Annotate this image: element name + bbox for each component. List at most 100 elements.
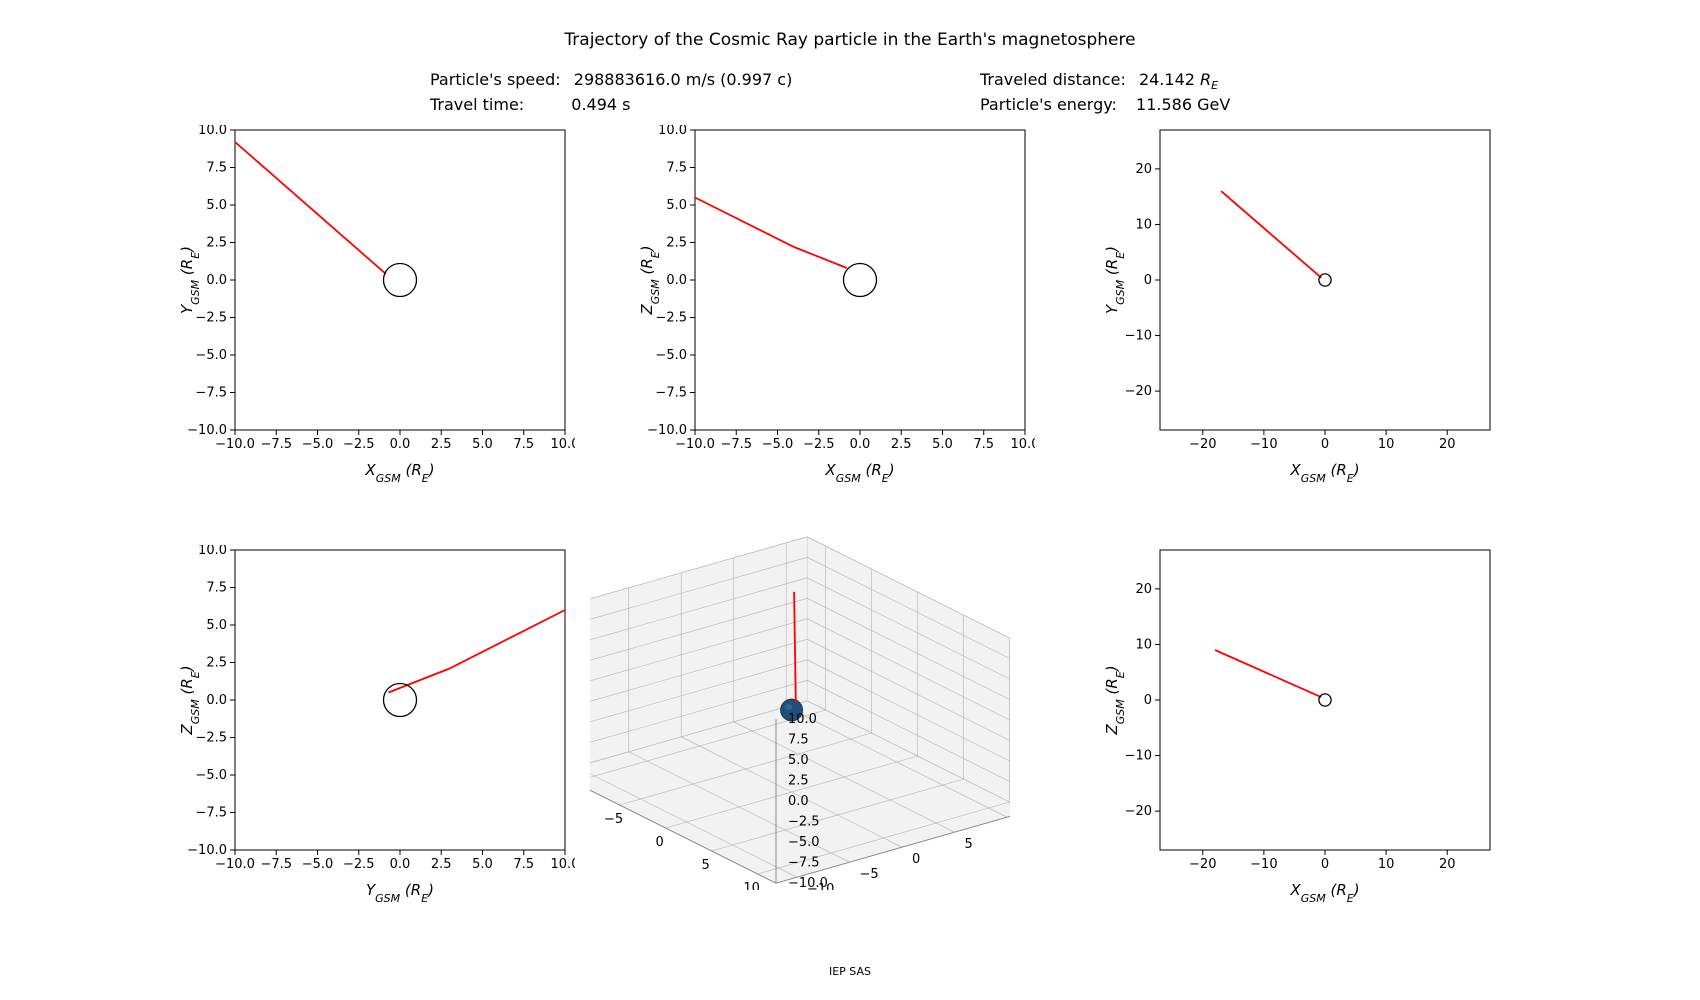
ytick-label: 2.5: [666, 236, 687, 251]
earth-icon: [844, 264, 877, 297]
ylabel: YGSM (RE): [180, 246, 202, 314]
xtick-label: 0: [1321, 857, 1329, 872]
ytick-label: −7.5: [655, 386, 687, 401]
ytick-label: 0.0: [206, 273, 227, 288]
ytick-label: 20: [1135, 162, 1152, 177]
ytick-label: 7.5: [206, 161, 227, 176]
panel-xz-far: −20−1001020−20−1001020XGSM (RE)ZGSM (RE): [1105, 545, 1500, 905]
xtick-label: −10: [1250, 437, 1277, 452]
ytick-label: −20: [1125, 804, 1152, 819]
xtick-label: 0.0: [850, 437, 871, 452]
xlabel: XGSM (RE): [1289, 881, 1359, 905]
svg-text:10.0: 10.0: [788, 712, 817, 727]
xtick-label: −7.5: [260, 437, 292, 452]
xtick-label: −20: [1189, 437, 1216, 452]
xtick-label: 5.0: [472, 857, 493, 872]
xtick-label: −2.5: [343, 857, 375, 872]
xtick-label: −10.0: [675, 437, 715, 452]
xtick-label: −7.5: [260, 857, 292, 872]
xtick-label: 2.5: [431, 437, 452, 452]
page-title: Trajectory of the Cosmic Ray particle in…: [0, 30, 1700, 50]
xtick-label: 0.0: [390, 857, 411, 872]
xtick-label: 0: [1321, 437, 1329, 452]
xtick-label: −5.0: [302, 857, 334, 872]
info-distance-label: Traveled distance:: [980, 70, 1126, 89]
ytick-label: 0.0: [666, 273, 687, 288]
earth-icon: [384, 264, 417, 297]
xtick-label: 2.5: [431, 857, 452, 872]
ylabel: ZGSM (RE): [180, 665, 202, 735]
svg-text:0: 0: [912, 852, 920, 867]
trajectory-line: [695, 198, 847, 269]
ytick-label: 7.5: [206, 581, 227, 596]
ytick-label: −10.0: [187, 423, 227, 438]
svg-text:10: 10: [743, 881, 760, 890]
info-distance-value: 24.142 RE: [1139, 70, 1218, 92]
ytick-label: −2.5: [195, 731, 227, 746]
ytick-label: 2.5: [206, 656, 227, 671]
panel-3d: −10.0−7.5−5.0−2.50.02.55.07.510.0−10−505…: [590, 530, 1010, 890]
ytick-label: 5.0: [206, 198, 227, 213]
ylabel: ZGSM (RE): [1105, 665, 1127, 735]
svg-text:−5: −5: [604, 812, 623, 827]
ylabel: YGSM (RE): [1105, 246, 1127, 314]
ytick-label: 20: [1135, 582, 1152, 597]
svg-text:5: 5: [701, 858, 709, 873]
xtick-label: 10: [1378, 437, 1395, 452]
xtick-label: 10.0: [551, 857, 575, 872]
ytick-label: 10.0: [198, 545, 227, 558]
xtick-label: −5.0: [762, 437, 794, 452]
xtick-label: 5.0: [472, 437, 493, 452]
svg-text:5.0: 5.0: [788, 753, 809, 768]
earth-icon: [1319, 694, 1331, 706]
xtick-label: 5.0: [932, 437, 953, 452]
xtick-label: −7.5: [720, 437, 752, 452]
ytick-label: −5.0: [195, 348, 227, 363]
svg-text:−2.5: −2.5: [788, 815, 820, 830]
trajectory-line: [235, 142, 386, 274]
xlabel: XGSM (RE): [364, 461, 434, 485]
xtick-label: −10: [1250, 857, 1277, 872]
xtick-label: 7.5: [973, 437, 994, 452]
xtick-label: 20: [1439, 857, 1456, 872]
earth-icon: [1319, 274, 1331, 286]
svg-text:−7.5: −7.5: [788, 856, 820, 871]
ytick-label: 0: [1144, 693, 1152, 708]
panel-xy-near: −10.0−7.5−5.0−2.50.02.55.07.510.0−10.0−7…: [180, 125, 575, 485]
ytick-label: −5.0: [655, 348, 687, 363]
xtick-label: 0.0: [390, 437, 411, 452]
panel-xz-near: −10.0 −7.5 −5.0 −2.5 0.0 2.5 5.0 7.5 10.0 −10.0 −7…: [640, 125, 1035, 485]
svg-text:0: 0: [655, 835, 663, 850]
xtick-label: 7.5: [513, 437, 534, 452]
xtick-label: −2.5: [343, 437, 375, 452]
ytick-label: −2.5: [195, 311, 227, 326]
ytick-label: 7.5: [666, 161, 687, 176]
ytick-label: 10.0: [658, 125, 687, 138]
svg-text:7.5: 7.5: [788, 733, 809, 748]
ytick-label: −10: [1125, 749, 1152, 764]
svg-text:−10: −10: [807, 882, 834, 890]
xtick-label: −10.0: [215, 857, 255, 872]
xtick-label: −10.0: [215, 437, 255, 452]
info-energy-value: 11.586 GeV: [1136, 95, 1230, 114]
ytick-label: −10.0: [647, 423, 687, 438]
info-speed: Particle's speed: 298883616.0 m/s (0.997…: [430, 70, 792, 89]
xtick-label: −5.0: [302, 437, 334, 452]
ytick-label: −20: [1125, 384, 1152, 399]
ytick-label: 2.5: [206, 236, 227, 251]
ytick-label: 10.0: [198, 125, 227, 138]
xtick-label: 20: [1439, 437, 1456, 452]
svg-text:−5.0: −5.0: [788, 835, 820, 850]
xtick-label: 7.5: [513, 857, 534, 872]
svg-text:0.0: 0.0: [788, 794, 809, 809]
info-time: Travel time: 0.494 s: [430, 95, 631, 114]
xtick-label: −20: [1189, 857, 1216, 872]
info-time-value: 0.494 s: [571, 95, 630, 114]
ytick-label: −10: [1125, 329, 1152, 344]
info-speed-value: 298883616.0 m/s (0.997 c): [574, 70, 793, 89]
xtick-label: 10: [1378, 857, 1395, 872]
xtick-label: 10.0: [1011, 437, 1035, 452]
trajectory-line: [1215, 650, 1321, 697]
ytick-label: 5.0: [666, 198, 687, 213]
xtick-label: −2.5: [803, 437, 835, 452]
